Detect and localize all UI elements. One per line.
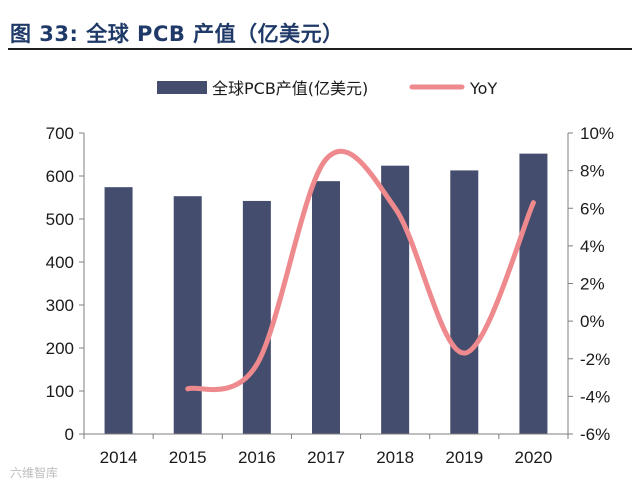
x-tick-label: 2017 — [307, 448, 345, 467]
yoy-line — [185, 148, 536, 392]
left-tick-label: 700 — [46, 124, 74, 143]
left-tick-label: 500 — [46, 210, 74, 229]
figure-title: 图 33: 全球 PCB 产值（亿美元） — [10, 22, 344, 46]
legend-bar-swatch — [157, 81, 207, 94]
right-tick-label: 6% — [580, 199, 605, 218]
x-tick-label: 2016 — [238, 448, 276, 467]
right-tick-label: 0% — [580, 312, 605, 331]
left-tick-label: 200 — [46, 339, 74, 358]
legend: 全球PCB产值(亿美元) YoY — [157, 79, 497, 98]
right-tick-label: -4% — [580, 387, 610, 406]
title-divider — [8, 48, 632, 50]
right-tick-label: -6% — [580, 425, 610, 444]
right-tick-label: -2% — [580, 350, 610, 369]
bar-2014 — [104, 187, 133, 434]
x-tick-label: 2018 — [376, 448, 414, 467]
left-tick-label: 0 — [65, 425, 74, 444]
legend-line-label: YoY — [469, 79, 497, 98]
bar-2020 — [519, 153, 548, 434]
right-tick-label: 8% — [580, 162, 605, 181]
axes-layer — [79, 132, 573, 439]
x-tick-label: 2015 — [169, 448, 207, 467]
bar-2019 — [450, 170, 479, 434]
right-tick-label: 4% — [580, 237, 605, 256]
left-tick-label: 600 — [46, 167, 74, 186]
tick-labels-layer: 0 100 200 300 400 500 600 700 -6% -4% -2% 0% 2% 4% 6% 8… — [46, 124, 614, 467]
x-tick-label: 2019 — [445, 448, 483, 467]
bar-2017 — [312, 181, 340, 434]
line-layer — [185, 148, 536, 392]
watermark: 六维智库 — [10, 466, 59, 480]
left-tick-label: 400 — [46, 253, 74, 272]
left-tick-label: 100 — [46, 382, 74, 401]
right-tick-label: 2% — [580, 275, 605, 294]
left-tick-label: 300 — [46, 296, 74, 315]
legend-bar-label: 全球PCB产值(亿美元) — [212, 79, 368, 98]
x-tick-label: 2020 — [515, 448, 553, 467]
x-tick-label: 2014 — [100, 448, 138, 467]
bar-2016 — [242, 200, 271, 434]
bars-layer — [104, 153, 548, 434]
bar-2015 — [173, 196, 202, 434]
right-tick-label: 10% — [580, 124, 614, 143]
